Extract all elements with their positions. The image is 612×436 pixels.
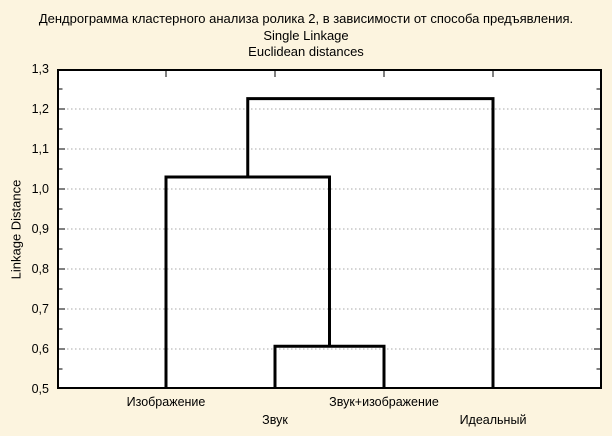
y-tick-label: 1,3 bbox=[31, 62, 49, 76]
plot-frame bbox=[57, 69, 602, 389]
y-tick-label: 0,8 bbox=[31, 262, 49, 276]
leaf-label: Идеальный bbox=[459, 413, 527, 427]
y-tick-label: 1,1 bbox=[31, 142, 49, 156]
chart-subtitle-linkage-method: Single Linkage bbox=[263, 28, 349, 43]
y-tick-label: 0,5 bbox=[31, 382, 49, 396]
leaf-label: Изображение bbox=[126, 395, 206, 409]
y-tick-label: 1,0 bbox=[31, 182, 49, 196]
dendrogram-link bbox=[246, 97, 495, 389]
y-tick-label: 0,6 bbox=[31, 342, 49, 356]
leaf-label: Звук+изображение bbox=[329, 395, 439, 409]
y-tick-label: 1,2 bbox=[31, 102, 49, 116]
y-tick-label: 0,7 bbox=[31, 302, 49, 316]
plot-area bbox=[57, 69, 602, 389]
y-tick-label: 0,9 bbox=[31, 222, 49, 236]
chart-title: Дендрограмма кластерного анализа ролика … bbox=[38, 11, 574, 26]
chart-subtitle-distance-metric: Euclidean distances bbox=[248, 44, 364, 59]
leaf-label: Звук bbox=[262, 413, 288, 427]
